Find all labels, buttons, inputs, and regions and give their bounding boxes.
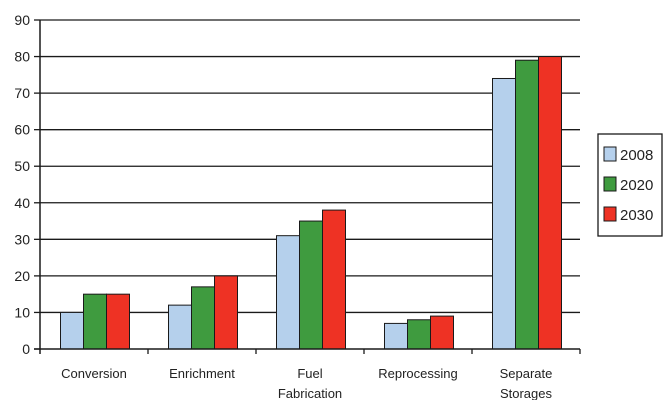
bar-2008-0 <box>60 311 84 350</box>
x-tick-label-line: Enrichment <box>169 366 235 381</box>
axes <box>34 19 581 354</box>
y-tick-label: 20 <box>14 268 30 284</box>
x-tick-label: Reprocessing <box>378 366 458 381</box>
x-tick-label-line: Storages <box>500 386 553 400</box>
x-tick-label: Separate Storages <box>500 366 553 400</box>
legend-label-2030: 2030 <box>620 207 653 224</box>
legend-label-2008: 2008 <box>620 147 653 164</box>
legend-label-2020: 2020 <box>620 177 653 194</box>
legend: 2008 2020 2030 <box>597 133 663 237</box>
x-tick-label: Enrichment <box>169 366 235 381</box>
x-tick-label-line: Reprocessing <box>378 366 458 381</box>
bar-2020-0 <box>83 293 107 350</box>
bar-2030-2 <box>322 209 346 350</box>
y-tick-label: 40 <box>14 195 30 211</box>
bar-2008-1 <box>168 304 192 350</box>
legend-swatch-2008 <box>603 146 617 162</box>
legend-swatch-2020 <box>603 176 617 192</box>
x-tick-label: Conversion <box>61 366 127 381</box>
y-tick-label: 70 <box>14 85 30 101</box>
bar-2030-4 <box>538 56 562 350</box>
x-tick-label-line: Conversion <box>61 366 127 381</box>
x-tick-labels: Conversion Enrichment Fuel Fabrication Repro… <box>61 366 553 401</box>
y-tick-label: 80 <box>14 49 30 65</box>
bar-2020-2 <box>299 220 323 350</box>
bars <box>60 56 562 350</box>
bar-2030-0 <box>106 293 130 350</box>
y-tick-label: 10 <box>14 304 30 320</box>
bar-2030-3 <box>430 315 454 350</box>
bar-2020-3 <box>407 319 431 350</box>
x-tick-label-line: Fuel <box>297 366 322 381</box>
y-tick-label: 0 <box>22 341 30 357</box>
y-tick-label: 50 <box>14 158 30 174</box>
y-tick-label: 30 <box>14 231 30 247</box>
x-tick-label: Fuel Fabrication <box>278 366 342 400</box>
legend-swatch-2030 <box>603 206 617 222</box>
bar-2008-4 <box>492 77 516 350</box>
x-tick-label-line: Separate <box>500 366 553 381</box>
x-tick-label-line: Fabrication <box>278 386 342 400</box>
bar-2020-4 <box>515 59 539 350</box>
bar-2030-1 <box>214 275 238 350</box>
bar-2020-1 <box>191 286 215 350</box>
y-tick-label: 60 <box>14 122 30 138</box>
bar-2008-3 <box>384 322 408 350</box>
y-tick-label: 90 <box>14 12 30 28</box>
bar-2008-2 <box>276 235 300 350</box>
y-tick-labels: 0 10 20 30 40 50 60 70 80 90 <box>14 12 30 357</box>
gridlines <box>40 19 580 314</box>
